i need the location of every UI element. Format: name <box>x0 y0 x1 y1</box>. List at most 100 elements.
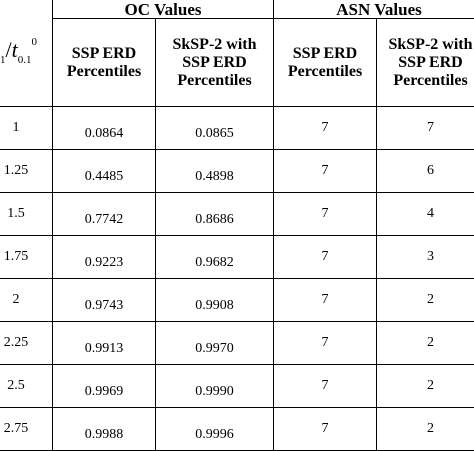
cell-value: 0.0865 <box>195 126 234 141</box>
asn-ssp-column-header: SSP ERD Percentiles <box>274 19 377 107</box>
table-row: 2.5 0.9969 0.9990 7 2 <box>0 365 474 408</box>
oc-sksp-cell: 0.9682 <box>156 236 274 279</box>
table-row: 1 0.0864 0.0865 7 7 <box>0 107 474 150</box>
cell-value: 7 <box>322 292 329 307</box>
cell-value: 0.0864 <box>85 126 124 141</box>
header-line: SkSP-2 with <box>377 36 474 54</box>
table-row: 2.75 0.9988 0.9996 7 2 <box>0 408 474 451</box>
table-row: 1.75 0.9223 0.9682 7 3 <box>0 236 474 279</box>
cell-value: 2 <box>427 378 434 393</box>
cell-value: 7 <box>427 120 434 135</box>
asn-ssp-cell: 7 <box>274 193 377 236</box>
asn-sksp-column-header: SkSP-2 with SSP ERD Percentiles <box>377 19 474 107</box>
cell-value: 6 <box>427 163 434 178</box>
cell-value: 3 <box>427 249 434 264</box>
asn-sksp-cell: 2 <box>377 408 474 451</box>
asn-ssp-cell: 7 <box>274 365 377 408</box>
cell-value: 7 <box>322 335 329 350</box>
ratio-cell: 2 <box>0 279 53 322</box>
oc-values-header: OC Values <box>53 0 274 19</box>
ratio-value: 1.25 <box>0 163 33 179</box>
cell-value: 2 <box>427 421 434 436</box>
ratio-expression: 1/t0.10 <box>0 37 37 63</box>
asn-sksp-cell: 2 <box>377 322 474 365</box>
table-row: 1.5 0.7742 0.8686 7 4 <box>0 193 474 236</box>
cell-value: 7 <box>322 378 329 393</box>
asn-sksp-cell: 4 <box>377 193 474 236</box>
oc-ssp-column-header: SSP ERD Percentiles <box>53 19 156 107</box>
cell-value: 7 <box>322 163 329 178</box>
ratio-subscript: 0.1 <box>18 54 32 66</box>
ratio-cell: 1.75 <box>0 236 53 279</box>
oc-sksp-cell: 0.9908 <box>156 279 274 322</box>
cell-value: 2 <box>427 292 434 307</box>
group-header-row: 1/t0.10 OC Values ASN Values <box>0 0 474 19</box>
cell-value: 7 <box>322 206 329 221</box>
oc-sksp-cell: 0.9996 <box>156 408 274 451</box>
oc-sksp-column-header: SkSP-2 with SSP ERD Percentiles <box>156 19 274 107</box>
ratio-value: 1 <box>0 120 33 136</box>
ratio-superscript: 0 <box>32 36 38 48</box>
asn-ssp-cell: 7 <box>274 279 377 322</box>
cell-value: 0.9996 <box>195 427 234 442</box>
header-line: Percentiles <box>377 72 474 90</box>
oc-ssp-cell: 0.9988 <box>53 408 156 451</box>
asn-ssp-cell: 7 <box>274 408 377 451</box>
header-line: SSP ERD <box>274 45 376 63</box>
cell-value: 0.9990 <box>195 384 234 399</box>
oc-ssp-cell: 0.9969 <box>53 365 156 408</box>
asn-ssp-cell: 7 <box>274 107 377 150</box>
ratio-cell: 2.5 <box>0 365 53 408</box>
oc-ssp-cell: 0.7742 <box>53 193 156 236</box>
asn-sksp-cell: 6 <box>377 150 474 193</box>
header-line: Percentiles <box>53 63 155 81</box>
cell-value: 0.9970 <box>195 341 234 356</box>
column-header-row: SSP ERD Percentiles SkSP-2 with SSP ERD … <box>0 19 474 107</box>
cell-value: 7 <box>322 421 329 436</box>
cell-value: 0.4485 <box>85 169 124 184</box>
ratio-value: 2.25 <box>0 335 33 351</box>
asn-values-header: ASN Values <box>274 0 474 19</box>
oc-ssp-cell: 0.9743 <box>53 279 156 322</box>
asn-sksp-cell: 2 <box>377 365 474 408</box>
cell-value: 0.8686 <box>195 212 234 227</box>
ratio-cell: 2.25 <box>0 322 53 365</box>
ratio-cell: 2.75 <box>0 408 53 451</box>
oc-ssp-cell: 0.4485 <box>53 150 156 193</box>
asn-sksp-cell: 7 <box>377 107 474 150</box>
table-row: 2.25 0.9913 0.9970 7 2 <box>0 322 474 365</box>
header-line: SSP ERD <box>156 54 273 72</box>
cell-value: 0.9682 <box>195 255 234 270</box>
header-line: SSP ERD <box>377 54 474 72</box>
ratio-column-header: 1/t0.10 <box>0 0 53 107</box>
cell-value: 0.9988 <box>85 427 124 442</box>
ratio-value: 2 <box>0 292 33 308</box>
cell-value: 0.9913 <box>85 341 124 356</box>
ratio-value: 2.75 <box>0 421 33 437</box>
table-row: 1.25 0.4485 0.4898 7 6 <box>0 150 474 193</box>
header-line: SkSP-2 with <box>156 36 273 54</box>
asn-ssp-cell: 7 <box>274 322 377 365</box>
oc-sksp-cell: 0.9970 <box>156 322 274 365</box>
asn-ssp-cell: 7 <box>274 150 377 193</box>
cell-value: 4 <box>427 206 434 221</box>
header-line: SSP ERD <box>53 45 155 63</box>
cell-value: 7 <box>322 249 329 264</box>
oc-sksp-cell: 0.0865 <box>156 107 274 150</box>
header-line: Percentiles <box>156 72 273 90</box>
cell-value: 0.9969 <box>85 384 124 399</box>
ratio-value: 1.5 <box>0 206 33 222</box>
oc-sksp-cell: 0.8686 <box>156 193 274 236</box>
ratio-value: 1.75 <box>0 249 33 265</box>
oc-sksp-cell: 0.9990 <box>156 365 274 408</box>
ratio-cell: 1.5 <box>0 193 53 236</box>
cell-value: 0.9908 <box>195 298 234 313</box>
cell-value: 0.9743 <box>85 298 124 313</box>
table-row: 2 0.9743 0.9908 7 2 <box>0 279 474 322</box>
header-line: Percentiles <box>274 63 376 81</box>
cell-value: 7 <box>322 120 329 135</box>
cell-value: 2 <box>427 335 434 350</box>
asn-sksp-cell: 2 <box>377 279 474 322</box>
